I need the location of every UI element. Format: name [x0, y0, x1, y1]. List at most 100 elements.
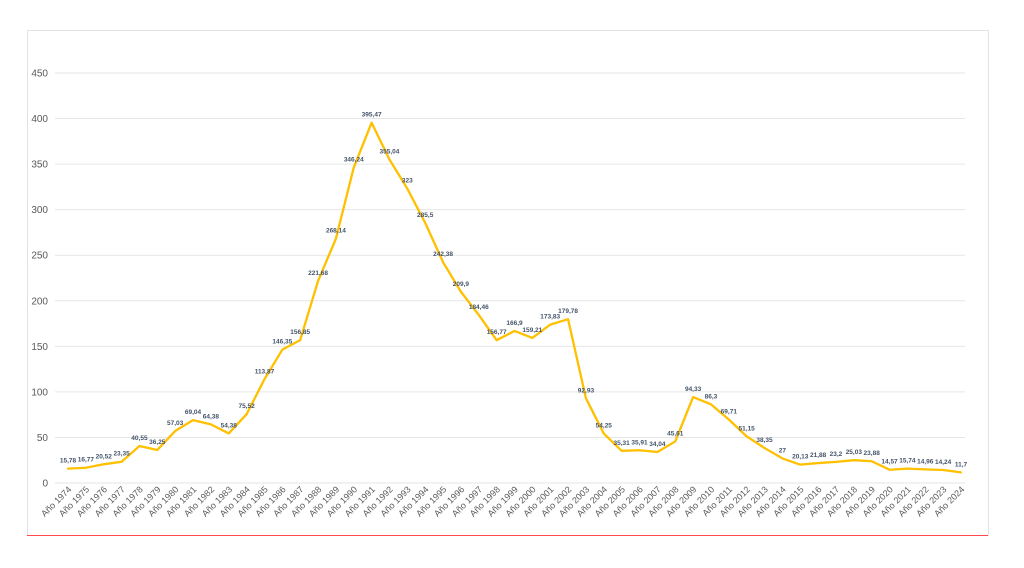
- data-point: [85, 466, 87, 469]
- data-label: 94,33: [685, 386, 702, 393]
- data-label: 268,14: [326, 228, 346, 235]
- data-point: [549, 323, 552, 326]
- data-point: [174, 430, 176, 432]
- y-axis-ticks: 0 50 100 150 200 250 300 350 400 450: [31, 69, 48, 490]
- y-tick-label: 350: [31, 160, 48, 171]
- data-label: 184,46: [469, 304, 489, 311]
- data-point: [370, 121, 373, 124]
- data-point: [942, 469, 944, 471]
- data-point: [638, 449, 641, 452]
- y-tick-label: 0: [42, 479, 48, 490]
- data-point: [656, 451, 659, 453]
- data-point: [281, 348, 284, 351]
- data-label: 92,93: [578, 387, 595, 394]
- data-label: 209,9: [453, 281, 470, 288]
- data-point: [531, 337, 534, 339]
- data-point: [352, 166, 355, 169]
- data-label: 11,7: [955, 461, 968, 468]
- chart-area: [27, 30, 989, 536]
- y-tick-label: 100: [31, 387, 48, 398]
- data-points: [67, 121, 962, 474]
- data-label: 323: [402, 178, 413, 185]
- data-point: [728, 418, 730, 421]
- y-tick-label: 250: [31, 251, 48, 262]
- data-label: 64,38: [203, 413, 220, 420]
- data-label: 86,3: [705, 393, 718, 400]
- data-point: [299, 339, 301, 341]
- data-label: 14,24: [935, 459, 952, 466]
- data-point: [585, 397, 587, 400]
- data-point: [406, 187, 409, 190]
- data-label: 221,68: [308, 270, 328, 277]
- data-label: 69,04: [185, 409, 202, 416]
- data-label: 15,78: [60, 458, 77, 465]
- data-label: 285,5: [417, 212, 434, 219]
- data-point: [245, 413, 248, 415]
- data-point: [442, 261, 444, 263]
- data-point: [870, 460, 873, 463]
- data-point: [102, 463, 105, 466]
- data-label: 179,78: [558, 308, 578, 315]
- data-label: 69,71: [721, 408, 738, 415]
- data-point: [799, 463, 802, 466]
- data-label: 45,61: [667, 430, 684, 437]
- data-label: 159,21: [522, 327, 542, 334]
- data-point: [335, 237, 337, 240]
- y-tick-label: 200: [31, 296, 48, 307]
- data-point: [620, 450, 623, 452]
- bottom-divider: [27, 535, 988, 536]
- data-label: 14,96: [917, 458, 934, 465]
- data-label: 346,24: [344, 157, 364, 164]
- data-label: 54,25: [596, 423, 613, 430]
- data-label: 113,87: [255, 368, 275, 375]
- data-label: 156,85: [290, 329, 310, 336]
- data-label: 23,88: [864, 450, 881, 457]
- data-label: 242,38: [433, 251, 453, 258]
- data-label: 35,91: [631, 439, 648, 446]
- data-point: [210, 423, 212, 426]
- y-tick-label: 50: [37, 433, 49, 444]
- data-label: 27: [779, 447, 787, 454]
- data-label: 34,04: [649, 441, 666, 448]
- y-tick-label: 150: [31, 342, 48, 353]
- data-label: 25,03: [846, 449, 863, 456]
- data-label: 36,25: [149, 439, 166, 446]
- data-label: 51,15: [739, 425, 756, 432]
- data-point: [745, 435, 748, 438]
- data-point: [692, 396, 694, 398]
- gridlines: [55, 72, 965, 484]
- data-label: 20,52: [96, 453, 113, 460]
- data-label: 35,31: [614, 440, 631, 447]
- data-point: [388, 158, 391, 161]
- data-point: [495, 339, 498, 341]
- data-point: [835, 461, 837, 463]
- data-point: [67, 467, 69, 470]
- data-point: [960, 471, 962, 474]
- data-label: 40,55: [131, 435, 148, 442]
- data-point: [817, 462, 819, 464]
- data-point: [674, 440, 677, 443]
- data-label: 166,9: [506, 320, 523, 327]
- data-label: 20,13: [792, 454, 809, 461]
- data-point: [317, 280, 319, 282]
- data-point: [120, 460, 123, 463]
- data-point: [477, 314, 480, 316]
- data-point: [156, 449, 159, 451]
- data-label: 21,88: [810, 452, 827, 459]
- data-point: [924, 468, 927, 471]
- data-point: [710, 403, 712, 406]
- data-point: [906, 467, 909, 470]
- data-point: [460, 290, 462, 293]
- data-point: [853, 459, 855, 461]
- data-point: [888, 468, 891, 471]
- y-tick-label: 400: [31, 114, 48, 125]
- data-label: 173,83: [540, 314, 560, 321]
- data-label: 156,77: [487, 329, 507, 336]
- data-label: 54,38: [221, 422, 238, 429]
- data-point: [763, 447, 766, 449]
- data-label: 146,35: [272, 339, 292, 346]
- data-label: 14,57: [881, 459, 898, 466]
- y-tick-label: 300: [31, 205, 48, 216]
- data-label: 16,77: [78, 457, 95, 464]
